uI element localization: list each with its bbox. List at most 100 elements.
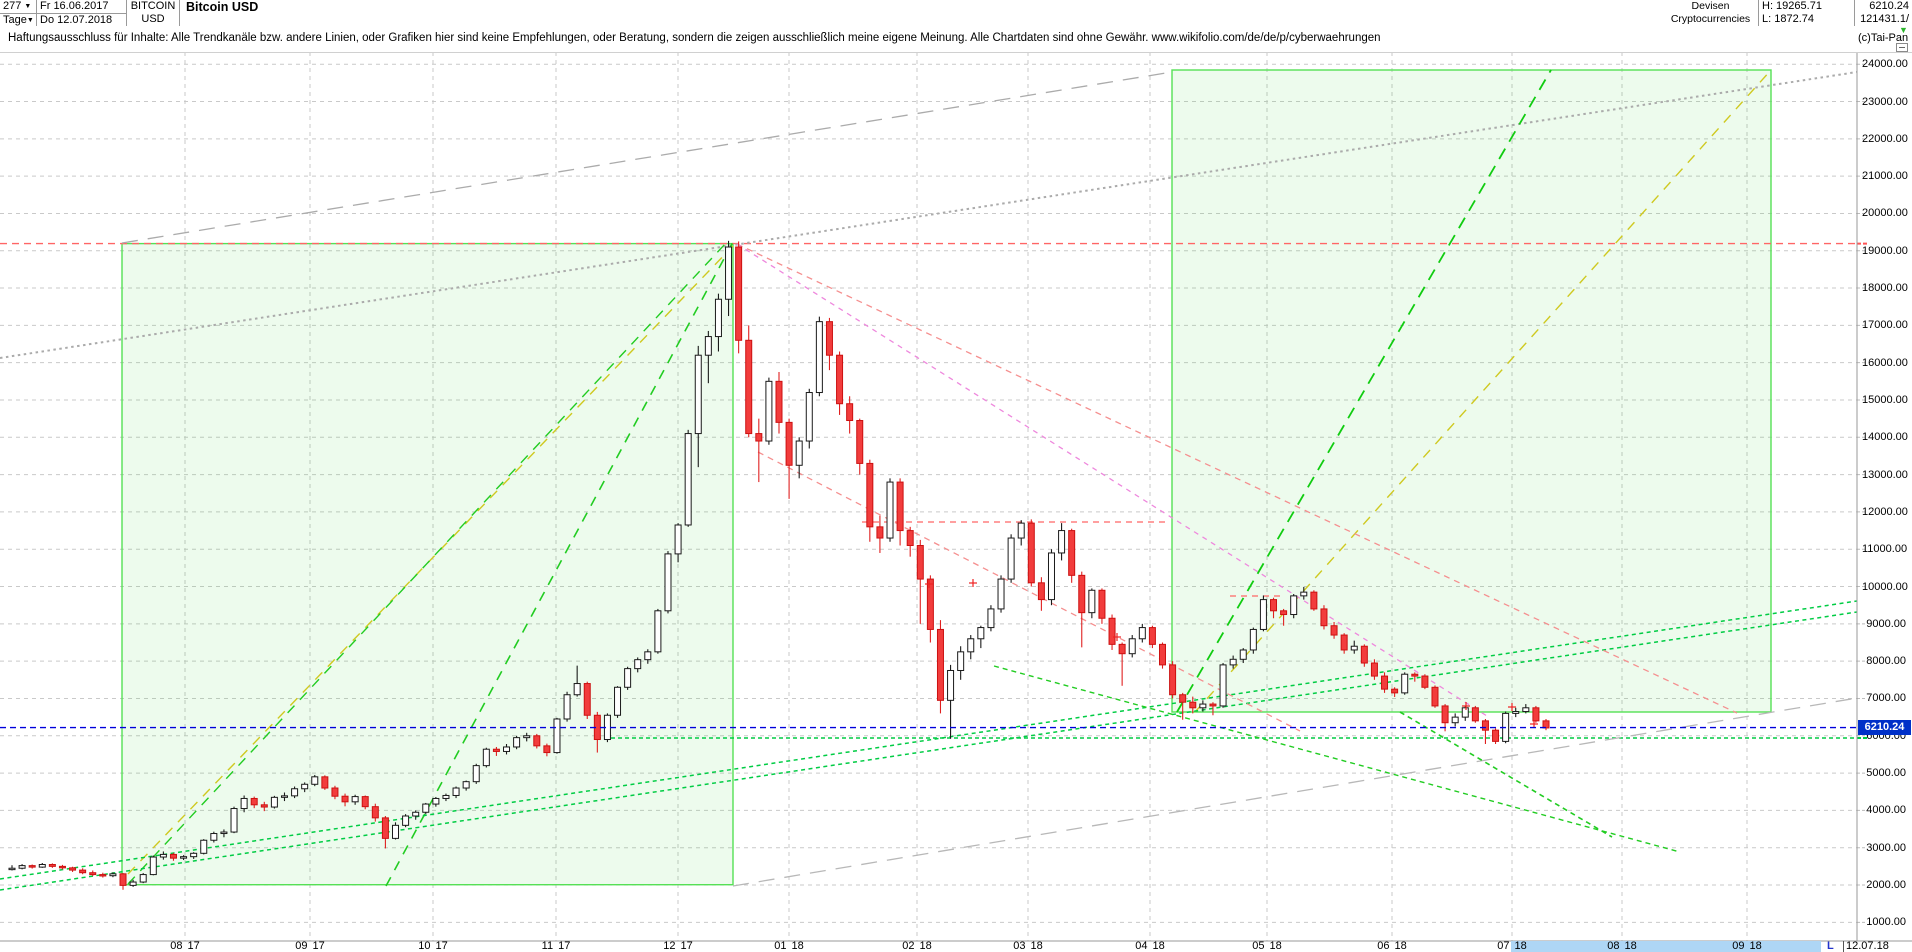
last-price: 6210.24 [1869, 0, 1909, 12]
trendline-green-fall-1 [993, 665, 1681, 853]
date-range-field[interactable]: Fr 16.06.2017 Do 12.07.2018 [37, 0, 127, 26]
candle-body [109, 873, 117, 877]
disclaimer-bar: Haftungsausschluss für Inhalte: Alle Tre… [0, 26, 1912, 53]
candle-body [1461, 707, 1469, 718]
candle-body [624, 668, 632, 688]
candle-body [280, 795, 288, 798]
high-low-cell: H: 19265.71 L: 1872.74 [1759, 0, 1855, 26]
candle-body [1330, 625, 1338, 636]
candle-body [159, 853, 167, 858]
candle-body [1219, 664, 1227, 707]
candle-body [957, 651, 965, 671]
candle-body [1431, 686, 1439, 707]
trendline-red-fall-1 [736, 243, 1738, 714]
category-cell: Devisen Cryptocurrencies [1663, 0, 1759, 26]
candle-body [1401, 673, 1409, 694]
candle-body [876, 526, 884, 539]
candle-body [1350, 645, 1358, 651]
candle-body [755, 433, 763, 442]
candle-body [190, 852, 198, 858]
candle-body [513, 737, 521, 748]
candle-body [220, 831, 228, 835]
candle-body [1179, 694, 1187, 703]
candle-body [634, 659, 642, 670]
candle-body [69, 867, 77, 871]
candle-body [1411, 673, 1419, 677]
candle-body [1118, 643, 1126, 655]
candle-body [119, 873, 127, 886]
year-label: 18 [1152, 940, 1165, 952]
period-dropdown[interactable]: Tage▼ [3, 14, 34, 26]
month-label: 08 [1607, 940, 1620, 952]
year-label: 17 [187, 940, 200, 952]
bars-period-dropdowns: 277 ▼ Tage▼ [0, 0, 37, 26]
price-axis-label: 15000.00 [1862, 393, 1908, 406]
last-date-label: 12.07.18 [1846, 940, 1889, 952]
collapse-icon[interactable] [1896, 43, 1908, 52]
candle-body [200, 839, 208, 854]
candle-body [1370, 662, 1378, 677]
copyright-label: (c)Tai-Pan [1858, 32, 1909, 44]
price-axis-label: 14000.00 [1862, 431, 1908, 444]
candle-body [503, 746, 511, 752]
time-axis-label: 10 17 [391, 940, 475, 952]
month-label: 08 [170, 940, 183, 952]
toolbar: 277 ▼ Tage▼ Fr 16.06.2017 Do 12.07.2018 … [0, 0, 1912, 27]
price-axis-label: 23000.00 [1862, 95, 1908, 108]
candle-body [180, 856, 188, 859]
candle-body [48, 863, 56, 867]
month-label: 10 [418, 940, 431, 952]
candle-body [725, 246, 733, 300]
candle-body [1047, 552, 1055, 601]
candle-body [1360, 645, 1368, 664]
time-axis-label: 09 17 [268, 940, 352, 952]
year-label: 17 [312, 940, 325, 952]
candle-body [533, 735, 541, 747]
candle-body [210, 833, 218, 841]
candle-body [563, 694, 571, 720]
year-label: 18 [1514, 940, 1527, 952]
year-label: 17 [680, 940, 693, 952]
month-label: 09 [295, 940, 308, 952]
candle-body [1280, 610, 1288, 616]
candle-body [947, 669, 955, 701]
candle-body [18, 865, 26, 869]
bars-count-dropdown[interactable]: 277 ▼ [0, 0, 36, 14]
price-axis-label: 22000.00 [1862, 132, 1908, 145]
price-axis-label: 9000.00 [1866, 617, 1906, 630]
date-from: Fr 16.06.2017 [37, 0, 126, 14]
year-label: 18 [1030, 940, 1043, 952]
candle-body [684, 433, 692, 526]
candle-body [583, 683, 591, 716]
trendline-yellow-left-channel [127, 245, 734, 875]
trendline-green-riser-1 [0, 611, 1858, 891]
trendline-green-riser-2 [0, 600, 1858, 880]
candle-body [139, 874, 147, 883]
future-period-highlight [1511, 941, 1821, 952]
candle-body [1532, 707, 1540, 722]
candle-body [1512, 711, 1520, 714]
price-axis-label: 21000.00 [1862, 170, 1908, 183]
candle-body [896, 481, 904, 532]
candle-body [311, 776, 319, 785]
price-axis-label: 16000.00 [1862, 356, 1908, 369]
price-axis-label: 19000.00 [1862, 244, 1908, 257]
category-sub: Cryptocurrencies [1670, 13, 1751, 25]
candle-body [1189, 701, 1197, 709]
candle-body [149, 856, 157, 876]
candle-body [573, 683, 581, 696]
candle-body [8, 867, 16, 871]
candle-body [1169, 664, 1177, 696]
year-label: 17 [558, 940, 571, 952]
year-label: 18 [1749, 940, 1762, 952]
candle-body [1259, 599, 1267, 630]
green-triangle-icon: ▼ [1899, 25, 1908, 35]
price-axis-label: 1000.00 [1866, 916, 1906, 929]
candle-body [967, 638, 975, 653]
candle-body [856, 420, 864, 464]
candle-body [926, 578, 934, 630]
candle-body [129, 881, 137, 886]
candle-body [1088, 589, 1096, 614]
month-label: 12 [663, 940, 676, 952]
